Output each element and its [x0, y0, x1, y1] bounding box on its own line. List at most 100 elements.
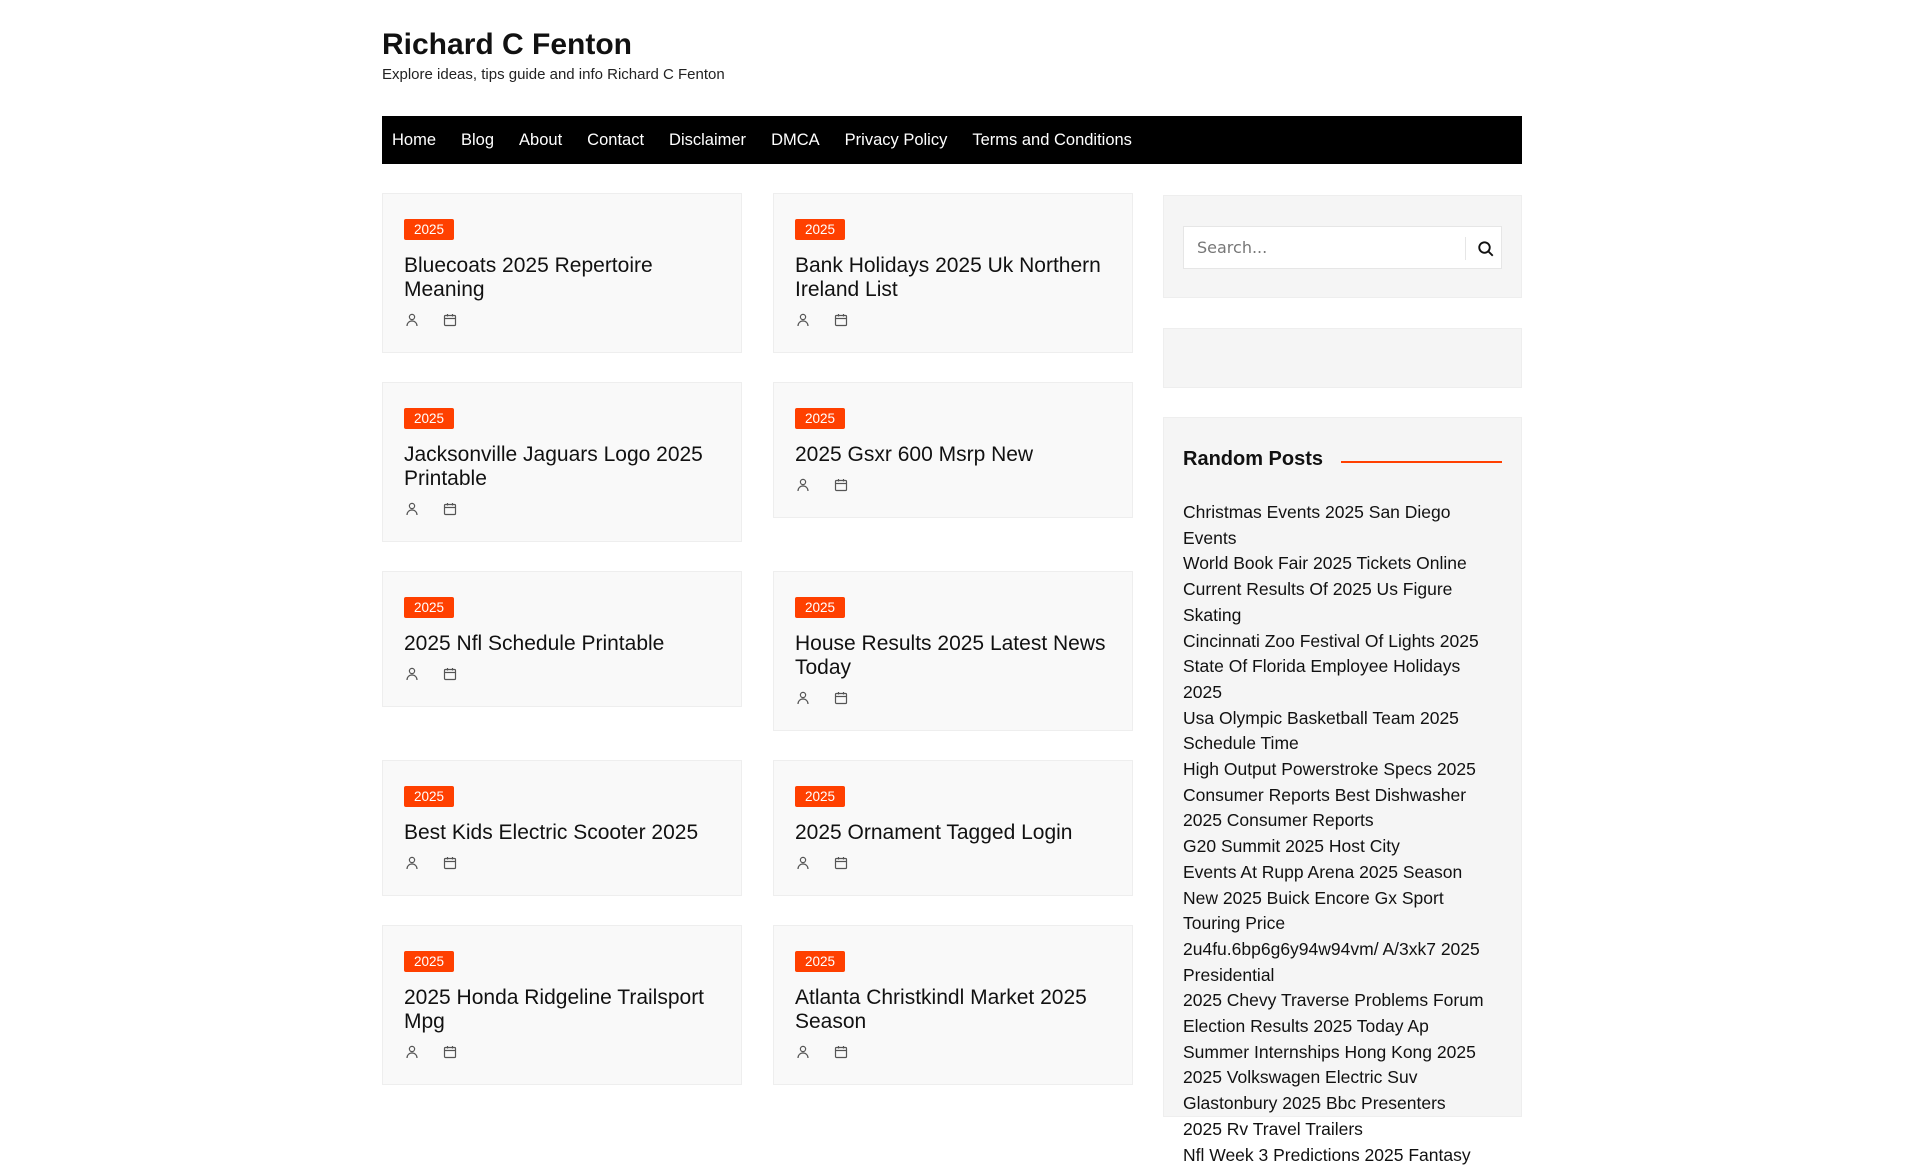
post-title[interactable]: 2025 Honda Ridgeline Trailsport Mpg [404, 986, 705, 1033]
random-post-link[interactable]: Cincinnati Zoo Festival Of Lights 2025 [1183, 630, 1479, 651]
post-grid: 2025 Bluecoats 2025 Repertoire Meaning 2… [382, 193, 1133, 1114]
nav-terms[interactable]: Terms and Conditions [972, 130, 1132, 149]
nav-privacy-policy[interactable]: Privacy Policy [844, 130, 948, 149]
nav-home[interactable]: Home [392, 130, 437, 149]
post-title[interactable]: 2025 Ornament Tagged Login [795, 821, 1073, 844]
category-badge[interactable]: 2025 [795, 408, 846, 429]
author-icon[interactable] [795, 477, 811, 498]
post-title[interactable]: 2025 Nfl Schedule Printable [404, 632, 665, 655]
author-icon[interactable] [404, 666, 420, 687]
random-post-link[interactable]: Current Results Of 2025 Us Figure Skatin… [1183, 579, 1453, 625]
category-badge[interactable]: 2025 [795, 951, 846, 972]
category-badge[interactable]: 2025 [404, 219, 455, 240]
random-post-link[interactable]: Christmas Events 2025 San Diego Events [1183, 502, 1451, 548]
post-row: 2025 Bluecoats 2025 Repertoire Meaning 2… [382, 193, 1133, 353]
random-post-link[interactable]: High Output Powerstroke Specs 2025 [1183, 759, 1476, 780]
author-icon[interactable] [795, 312, 811, 333]
sidebar: Random Posts Christmas Events 2025 San D… [1163, 195, 1522, 1165]
nav-disclaimer[interactable]: Disclaimer [669, 130, 747, 149]
category-badge[interactable]: 2025 [404, 951, 455, 972]
author-icon[interactable] [795, 855, 811, 876]
post-title[interactable]: Bluecoats 2025 Repertoire Meaning [404, 254, 653, 301]
post-card: 2025 2025 Nfl Schedule Printable [382, 571, 742, 707]
calendar-icon[interactable] [442, 1044, 458, 1065]
author-icon[interactable] [404, 855, 420, 876]
random-post-link[interactable]: Consumer Reports Best Dishwasher 2025 Co… [1183, 784, 1467, 831]
search-icon [1478, 241, 1494, 257]
post-row: 2025 2025 Honda Ridgeline Trailsport Mpg… [382, 925, 1133, 1085]
random-post-link[interactable]: 2025 Rv Travel Trailers [1183, 1118, 1363, 1139]
author-icon[interactable] [404, 312, 420, 333]
post-meta [795, 855, 1111, 876]
nav-about[interactable]: About [519, 130, 563, 149]
random-post-link[interactable]: World Book Fair 2025 Tickets Online [1183, 553, 1467, 574]
author-icon[interactable] [404, 1044, 420, 1065]
random-post-link[interactable]: Usa Olympic Basketball Team 2025 Schedul… [1183, 707, 1459, 754]
post-card: 2025 2025 Ornament Tagged Login [773, 760, 1133, 896]
post-card: 2025 2025 Gsxr 600 Msrp New [773, 382, 1133, 518]
post-meta [795, 690, 1111, 711]
random-posts-widget: Random Posts Christmas Events 2025 San D… [1163, 417, 1522, 1165]
category-badge[interactable]: 2025 [795, 219, 846, 240]
post-card: 2025 Atlanta Christkindl Market 2025 Sea… [773, 925, 1133, 1085]
random-post-link[interactable]: 2025 Volkswagen Electric Suv [1183, 1067, 1418, 1088]
site-tagline: Explore ideas, tips guide and info Richa… [382, 66, 725, 83]
nav-contact[interactable]: Contact [587, 130, 645, 149]
random-post-link[interactable]: G20 Summit 2025 Host City [1183, 836, 1400, 857]
random-posts-heading: Random Posts [1183, 448, 1324, 470]
post-row: 2025 Jacksonville Jaguars Logo 2025 Prin… [382, 382, 1133, 542]
nav-blog[interactable]: Blog [461, 130, 495, 149]
nav-dmca[interactable]: DMCA [771, 130, 820, 149]
site-title[interactable]: Richard C Fenton [382, 28, 633, 61]
random-post-link[interactable]: Election Results 2025 Today Ap [1183, 1016, 1429, 1037]
post-card: 2025 Bank Holidays 2025 Uk Northern Irel… [773, 193, 1133, 353]
random-post-link[interactable]: State Of Florida Employee Holidays 2025 [1183, 656, 1461, 702]
post-meta [795, 1044, 1111, 1065]
calendar-icon[interactable] [442, 501, 458, 522]
calendar-icon[interactable] [833, 690, 849, 711]
random-post-link[interactable]: 2025 Chevy Traverse Problems Forum [1183, 990, 1484, 1011]
random-post-link[interactable]: Nfl Week 3 Predictions 2025 Fantasy [1183, 1144, 1471, 1165]
post-title[interactable]: Jacksonville Jaguars Logo 2025 Printable [404, 443, 703, 490]
main-nav: Home Blog About Contact Disclaimer DMCA … [382, 116, 1522, 164]
calendar-icon[interactable] [442, 855, 458, 876]
search-input[interactable] [1184, 238, 1464, 257]
category-badge[interactable]: 2025 [795, 597, 846, 618]
search-button[interactable] [1474, 237, 1498, 261]
post-card: 2025 Jacksonville Jaguars Logo 2025 Prin… [382, 382, 742, 542]
calendar-icon[interactable] [833, 1044, 849, 1065]
calendar-icon[interactable] [833, 477, 849, 498]
post-card: 2025 Bluecoats 2025 Repertoire Meaning [382, 193, 742, 353]
random-post-link[interactable]: New 2025 Buick Encore Gx Sport Touring P… [1183, 887, 1444, 934]
post-meta [404, 312, 720, 333]
author-icon[interactable] [404, 501, 420, 522]
category-badge[interactable]: 2025 [404, 408, 455, 429]
calendar-icon[interactable] [833, 312, 849, 333]
post-title[interactable]: Best Kids Electric Scooter 2025 [404, 821, 699, 844]
post-meta [404, 1044, 720, 1065]
calendar-icon[interactable] [442, 666, 458, 687]
category-badge[interactable]: 2025 [404, 786, 455, 807]
post-title[interactable]: 2025 Gsxr 600 Msrp New [795, 443, 1034, 466]
search-widget [1163, 195, 1522, 298]
post-title[interactable]: House Results 2025 Latest News Today [795, 632, 1106, 679]
author-icon[interactable] [795, 690, 811, 711]
category-badge[interactable]: 2025 [404, 597, 455, 618]
post-title[interactable]: Atlanta Christkindl Market 2025 Season [795, 986, 1087, 1033]
calendar-icon[interactable] [833, 855, 849, 876]
divider [1465, 237, 1466, 260]
post-card: 2025 Best Kids Electric Scooter 2025 [382, 760, 742, 896]
post-meta [404, 501, 720, 522]
random-posts-list: Christmas Events 2025 San Diego Events Wo… [1183, 500, 1502, 1168]
random-post-link[interactable]: 2u4fu.6bp6g6y94w94vm/ A/3xk7 2025 Presid… [1183, 938, 1480, 985]
post-meta [404, 855, 720, 876]
post-row: 2025 2025 Nfl Schedule Printable 2025 Ho… [382, 571, 1133, 731]
category-badge[interactable]: 2025 [795, 786, 846, 807]
author-icon[interactable] [795, 1044, 811, 1065]
calendar-icon[interactable] [442, 312, 458, 333]
post-row: 2025 Best Kids Electric Scooter 2025 202… [382, 760, 1133, 896]
random-post-link[interactable]: Events At Rupp Arena 2025 Season [1183, 861, 1463, 882]
random-post-link[interactable]: Summer Internships Hong Kong 2025 [1183, 1041, 1476, 1062]
random-post-link[interactable]: Glastonbury 2025 Bbc Presenters [1183, 1093, 1446, 1114]
post-title[interactable]: Bank Holidays 2025 Uk Northern Ireland L… [795, 254, 1101, 301]
